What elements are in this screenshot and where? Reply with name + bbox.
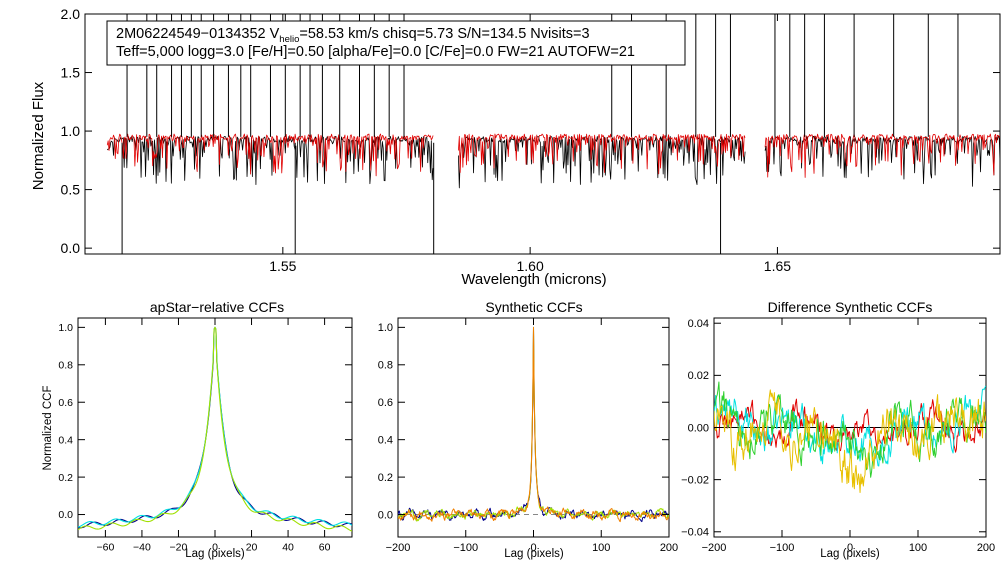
synthetic-ccf-x-label: Lag (pixels): [504, 548, 564, 560]
difference-ccf-title: Difference Synthetic CCFs: [768, 299, 933, 315]
difference-ccf-y-tick-label: −0.04: [681, 527, 709, 539]
synthetic-ccf-ticks: −200 −100 0 100 200 0.0 0.2 0.4 0.6 0.8 1.0: [378, 318, 678, 554]
difference-ccf-panel: Difference Synthetic CCFs −200 −100 0 100 20…: [681, 299, 995, 560]
apstar-ccf-y-tick-label: 0.2: [58, 472, 73, 484]
header-vhelio-subscript: helio: [279, 34, 299, 45]
difference-ccf-y-tick-label: 0.02: [688, 370, 709, 382]
synthetic-ccf-y-tick-label: 0.0: [378, 509, 393, 521]
apstar-ccf-axes-frame: [77, 317, 353, 538]
apstar-ccf-x-tick-label: −20: [170, 542, 188, 554]
header-line-1: 2M06224549−0134352 Vhelio=58.53 km/s chi…: [116, 26, 590, 45]
synthetic-ccf-title: Synthetic CCFs: [485, 299, 582, 315]
spectrum-observed-chip-1: [106, 135, 434, 186]
difference-ccf-x-tick-label: 0: [847, 542, 853, 554]
apstar-ccf-y-tick-label: 1.0: [58, 322, 73, 334]
synthetic-ccf-x-tick-label: 0: [530, 542, 536, 554]
spectrum-x-tick-label: 1.65: [764, 258, 791, 274]
synthetic-ccf-y-tick-label: 0.2: [378, 472, 393, 484]
synthetic-ccf-y-tick-label: 1.0: [378, 322, 393, 334]
difference-ccf-traces: [714, 381, 986, 493]
header-box: [106, 20, 686, 66]
spectrum-observed-chip-2: [458, 135, 746, 189]
apstar-ccf-y-tick-label: 0.6: [58, 397, 73, 409]
spectrum-x-tick-label: 1.55: [269, 258, 296, 274]
difference-ccf-x-tick-label: −200: [702, 542, 727, 554]
apstar-ccf-x-tick-label: −60: [96, 542, 114, 554]
synthetic-ccf-x-tick-label: −100: [453, 542, 478, 554]
synthetic-ccf-x-tick-label: −200: [386, 542, 411, 554]
difference-ccf-y-tick-label: 0.00: [688, 422, 709, 434]
spectrum-model-chip-3: [764, 133, 1000, 178]
apstar-ccf-panel: apStar−relative CCFs −60 −40 −20 0 20 40 60 0.0…: [42, 299, 353, 560]
apstar-ccf-y-tick-label: 0.0: [58, 509, 73, 521]
apstar-ccf-visit-1: [78, 326, 352, 529]
synthetic-ccf-y-tick-label: 0.8: [378, 360, 393, 372]
apstar-ccf-x-tick-label: −40: [133, 542, 151, 554]
spectrum-x-label: Wavelength (microns): [461, 271, 606, 288]
spectrum-y-label: Normalized Flux: [30, 81, 47, 190]
apstar-ccf-title: apStar−relative CCFs: [150, 299, 284, 315]
spectrum-axes-frame: [84, 13, 1001, 255]
difference-ccf-y-tick-label: −0.02: [681, 474, 709, 486]
header-line-2: Teff=5,000 logg=3.0 [Fe/H]=0.50 [alpha/F…: [116, 44, 635, 60]
apstar-ccf-x-tick-label: 40: [282, 542, 294, 554]
apstar-ccf-traces: [78, 326, 352, 532]
header-fit-stats: =58.53 km/s chisq=5.73 S/N=134.5 Nvisits…: [299, 26, 589, 42]
header-star-id: 2M06224549−0134352 V: [116, 26, 280, 42]
apstar-ccf-y-tick-label: 0.8: [58, 359, 73, 371]
apstar-ccf-x-tick-label: 20: [246, 542, 258, 554]
spectrum-y-tick-label: 0.5: [61, 182, 81, 198]
apstar-ccf-ticks: −60 −40 −20 0 20 40 60 0.0 0.2 0.4 0.6 0.8 1.0: [58, 318, 352, 554]
difference-ccf-diff-4: [714, 389, 986, 493]
apstar-ccf-x-tick-label: 0: [212, 542, 218, 554]
apstar-ccf-x-label: Lag (pixels): [185, 548, 245, 560]
difference-ccf-x-tick-label: 200: [977, 542, 995, 554]
synthetic-ccf-visit-3: [398, 326, 669, 523]
spectrum-y-tick-label: 1.5: [61, 64, 81, 80]
difference-ccf-ticks: −200 −100 0 100 200 −0.04 −0.02 0.00 0.02 0.04: [681, 318, 995, 554]
difference-ccf-x-label: Lag (pixels): [820, 548, 880, 560]
spectrum-model-chip-2: [458, 133, 746, 175]
spectrum-y-tick-label: 1.0: [61, 123, 81, 139]
difference-ccf-y-tick-label: 0.04: [688, 318, 709, 330]
synthetic-ccf-traces: [398, 326, 669, 523]
spectrum-y-tick-label: 0.0: [61, 240, 81, 256]
apstar-ccf-visit-3: [78, 326, 352, 532]
spectrum-y-tick-label: 2.0: [61, 6, 81, 22]
apstar-ccf-x-tick-label: 60: [319, 542, 331, 554]
spectrum-panel: 1.55 1.60 1.65 0.0 0.5 1.0 1.5 2.0 Wavelength (…: [30, 6, 1001, 288]
apstar-ccf-y-tick-label: 0.4: [58, 434, 73, 446]
synthetic-ccf-x-tick-label: 100: [592, 542, 610, 554]
synthetic-ccf-panel: Synthetic CCFs −200 −100 0 100 200 0.0 0.2 0.4 0…: [378, 299, 678, 560]
synthetic-ccf-y-tick-label: 0.6: [378, 397, 393, 409]
synthetic-ccf-x-tick-label: 200: [660, 542, 678, 554]
spectrum-model-chip-1: [106, 133, 434, 177]
spectrum-ticks: 1.55 1.60 1.65 0.0 0.5 1.0 1.5 2.0: [61, 6, 1000, 274]
apstar-ccf-visit-2: [78, 326, 352, 528]
synthetic-ccf-y-tick-label: 0.4: [378, 435, 393, 447]
spectrum-x-tick-label: 1.60: [517, 258, 544, 274]
difference-ccf-x-tick-label: 100: [909, 542, 927, 554]
apstar-ccf-y-label: Normalized CCF: [42, 386, 54, 471]
difference-ccf-x-tick-label: −100: [770, 542, 795, 554]
